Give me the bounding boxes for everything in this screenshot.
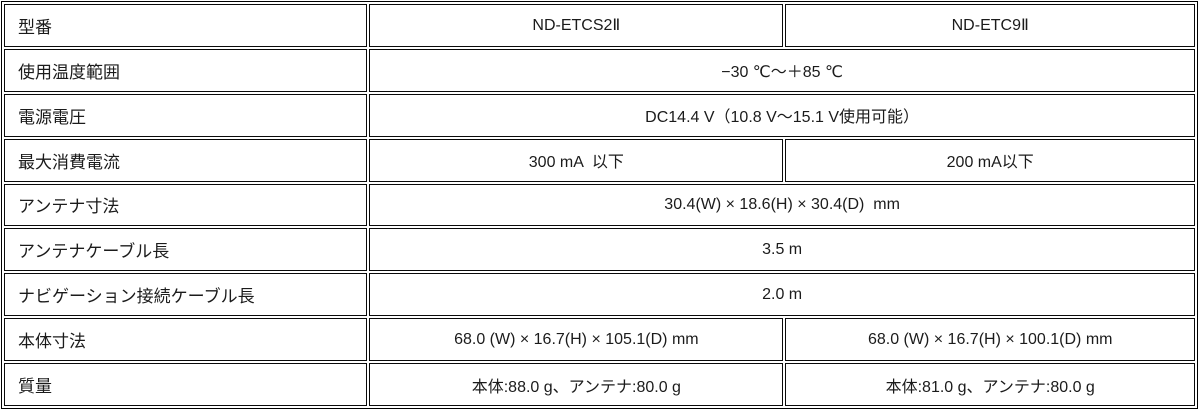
- spec-label: 最大消費電流: [4, 138, 368, 182]
- spec-value-antenna-cable: 3.5 m: [369, 228, 1195, 272]
- spec-label: ナビゲーション接続ケーブル長: [4, 273, 368, 317]
- spec-value-current-1: 300 mA 以下: [369, 138, 784, 182]
- table-row-voltage: 電源電圧 DC14.4 V（10.8 V～15.1 V使用可能）: [4, 93, 1195, 137]
- table-row-body-size: 本体寸法 68.0 (W) × 16.7(H) × 105.1(D) mm 68…: [4, 318, 1195, 361]
- table-row-antenna-cable: アンテナケーブル長 3.5 m: [4, 228, 1195, 272]
- spec-value-body-size-1: 68.0 (W) × 16.7(H) × 105.1(D) mm: [369, 318, 784, 361]
- spec-value-mass-1: 本体:88.0 g、アンテナ:80.0 g: [369, 363, 784, 406]
- spec-value-current-2: 200 mA以下: [785, 138, 1195, 182]
- spec-value-voltage: DC14.4 V（10.8 V～15.1 V使用可能）: [369, 93, 1195, 137]
- spec-value-mass-2: 本体:81.0 g、アンテナ:80.0 g: [785, 363, 1195, 406]
- spec-label: 電源電圧: [4, 93, 368, 137]
- spec-value-antenna-size: 30.4(W) × 18.6(H) × 30.4(D) mm: [369, 183, 1195, 227]
- spec-table-body: 型番 ND-ETCS2Ⅱ ND-ETC9Ⅱ 使用温度範囲 −30 ℃～＋85 ℃…: [4, 4, 1195, 406]
- table-row-temperature: 使用温度範囲 −30 ℃～＋85 ℃: [4, 48, 1195, 92]
- table-row-antenna-size: アンテナ寸法 30.4(W) × 18.6(H) × 30.4(D) mm: [4, 183, 1195, 227]
- spec-label: 本体寸法: [4, 318, 368, 361]
- table-row-nav-cable: ナビゲーション接続ケーブル長 2.0 m: [4, 273, 1195, 317]
- spec-label: アンテナケーブル長: [4, 228, 368, 272]
- table-row-mass: 質量 本体:88.0 g、アンテナ:80.0 g 本体:81.0 g、アンテナ:…: [4, 363, 1195, 406]
- spec-value-nav-cable: 2.0 m: [369, 273, 1195, 317]
- spec-value-body-size-2: 68.0 (W) × 16.7(H) × 100.1(D) mm: [785, 318, 1195, 361]
- spec-label: 型番: [4, 4, 368, 47]
- table-row-max-current: 最大消費電流 300 mA 以下 200 mA以下: [4, 138, 1195, 182]
- table-row-model: 型番 ND-ETCS2Ⅱ ND-ETC9Ⅱ: [4, 4, 1195, 47]
- spec-value-model-1: ND-ETCS2Ⅱ: [369, 4, 784, 47]
- spec-label: 質量: [4, 363, 368, 406]
- spec-label: アンテナ寸法: [4, 183, 368, 227]
- spec-value-temperature: −30 ℃～＋85 ℃: [369, 48, 1195, 92]
- spec-value-model-2: ND-ETC9Ⅱ: [785, 4, 1195, 47]
- spec-label: 使用温度範囲: [4, 48, 368, 92]
